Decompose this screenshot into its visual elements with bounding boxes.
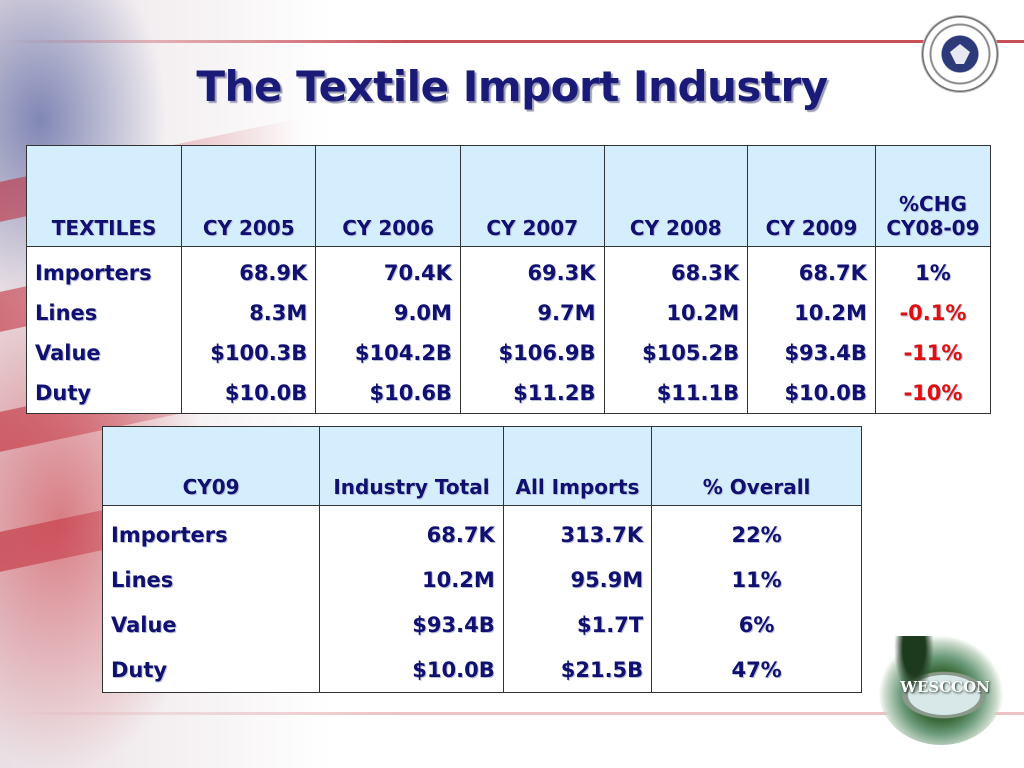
row-label: Lines bbox=[101, 557, 321, 602]
change-cell: -11% bbox=[874, 333, 992, 373]
table-cell: $10.0B bbox=[747, 373, 876, 414]
table-cell: 9.0M bbox=[315, 293, 461, 333]
header-cell: % Overall bbox=[651, 426, 862, 506]
table-cell: $106.9B bbox=[459, 333, 605, 373]
table-cell: 9.7M bbox=[459, 293, 605, 333]
header-cell: CY 2006 bbox=[315, 145, 461, 247]
table-cell: $93.4B bbox=[319, 602, 504, 647]
table-cell: $105.2B bbox=[603, 333, 749, 373]
table-cell: $10.0B bbox=[181, 373, 317, 414]
table-cell: 47% bbox=[651, 647, 862, 693]
table-cell: 68.7K bbox=[319, 505, 504, 557]
row-label: Duty bbox=[101, 647, 321, 693]
table-cell: 313.7K bbox=[502, 505, 653, 557]
row-label: Duty bbox=[25, 373, 183, 414]
logo-text: WESCCON bbox=[900, 678, 990, 696]
row-label: Importers bbox=[101, 505, 321, 557]
header-cell: CY09 bbox=[101, 426, 321, 506]
table-cell: 10.2M bbox=[603, 293, 749, 333]
table-cell: 69.3K bbox=[459, 246, 605, 293]
table-cell: 10.2M bbox=[319, 557, 504, 602]
table-cell: 68.9K bbox=[181, 246, 317, 293]
frame-line-top bbox=[0, 40, 1024, 43]
table-cell: 68.3K bbox=[603, 246, 749, 293]
table-cell: 70.4K bbox=[315, 246, 461, 293]
header-cell: CY 2007 bbox=[459, 145, 605, 247]
header-cell: TEXTILES bbox=[25, 145, 183, 247]
table-header-row: TEXTILES CY 2005 CY 2006 CY 2007 CY 2008… bbox=[25, 145, 992, 247]
table-cell: $10.0B bbox=[319, 647, 504, 693]
change-cell: -0.1% bbox=[874, 293, 992, 333]
change-cell: -10% bbox=[874, 373, 992, 414]
table-cell: 68.7K bbox=[747, 246, 876, 293]
eagle-icon bbox=[950, 44, 970, 64]
table-cell: $100.3B bbox=[181, 333, 317, 373]
page-title: The Textile Import Industry bbox=[196, 62, 828, 111]
table-cell: $11.2B bbox=[459, 373, 605, 414]
table-row: Lines 10.2M 95.9M 11% bbox=[101, 557, 862, 602]
table-cell: 10.2M bbox=[747, 293, 876, 333]
table-cell: $1.7T bbox=[502, 602, 653, 647]
table-row: Importers 68.7K 313.7K 22% bbox=[101, 505, 862, 557]
frame-line-bottom bbox=[0, 712, 1024, 715]
table-cell: $104.2B bbox=[315, 333, 461, 373]
table-row: Duty $10.0B $10.6B $11.2B $11.1B $10.0B … bbox=[25, 373, 992, 414]
row-label: Value bbox=[25, 333, 183, 373]
table-row: Duty $10.0B $21.5B 47% bbox=[101, 647, 862, 693]
table-cell: 6% bbox=[651, 602, 862, 647]
textiles-table: TEXTILES CY 2005 CY 2006 CY 2007 CY 2008… bbox=[25, 145, 992, 414]
table-cell: 11% bbox=[651, 557, 862, 602]
header-cell: %CHG CY08-09 bbox=[874, 145, 992, 247]
table-cell: 8.3M bbox=[181, 293, 317, 333]
table-cell: $10.6B bbox=[315, 373, 461, 414]
header-cell: Industry Total bbox=[319, 426, 504, 506]
table-row: Value $100.3B $104.2B $106.9B $105.2B $9… bbox=[25, 333, 992, 373]
row-label: Lines bbox=[25, 293, 183, 333]
table-cell: $21.5B bbox=[502, 647, 653, 693]
row-label: Value bbox=[101, 602, 321, 647]
change-cell: 1% bbox=[874, 246, 992, 293]
header-cell: All Imports bbox=[502, 426, 653, 506]
table-cell: $93.4B bbox=[747, 333, 876, 373]
cy09-summary-table: CY09 Industry Total All Imports % Overal… bbox=[101, 426, 862, 693]
table-cell: $11.1B bbox=[603, 373, 749, 414]
palm-tree-icon bbox=[894, 636, 934, 696]
row-label: Importers bbox=[25, 246, 183, 293]
header-cell: CY 2008 bbox=[603, 145, 749, 247]
table-row: Importers 68.9K 70.4K 69.3K 68.3K 68.7K … bbox=[25, 246, 992, 293]
header-cell: CY 2005 bbox=[181, 145, 317, 247]
header-cell: CY 2009 bbox=[747, 145, 876, 247]
table-row: Value $93.4B $1.7T 6% bbox=[101, 602, 862, 647]
table-header-row: CY09 Industry Total All Imports % Overal… bbox=[101, 426, 862, 506]
table-cell: 95.9M bbox=[502, 557, 653, 602]
table-row: Lines 8.3M 9.0M 9.7M 10.2M 10.2M -0.1% bbox=[25, 293, 992, 333]
table-cell: 22% bbox=[651, 505, 862, 557]
